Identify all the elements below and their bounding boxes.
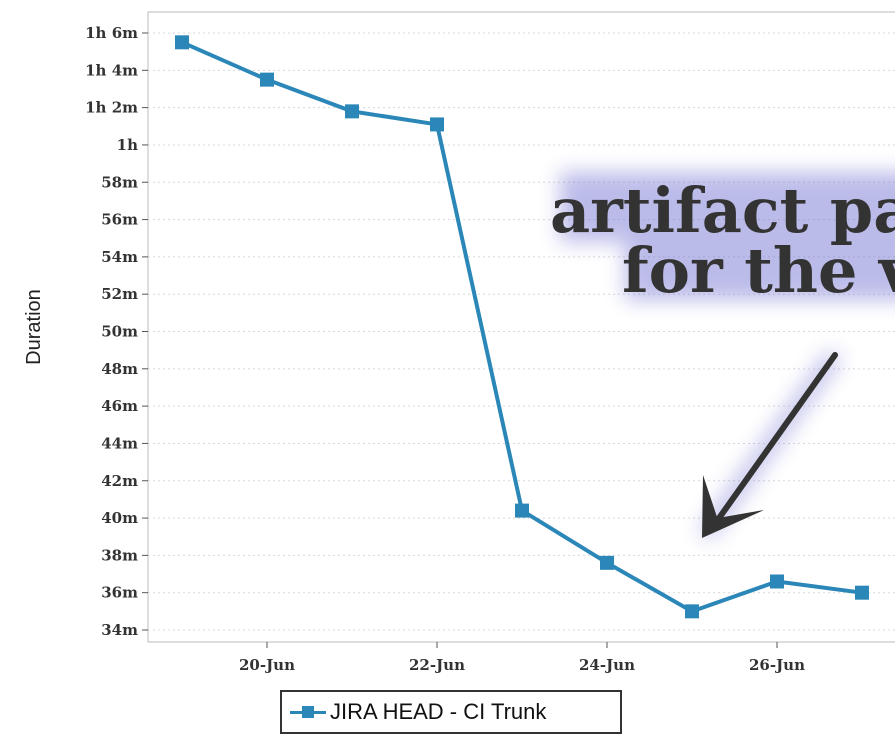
y-tick-label: 1h 6m: [85, 24, 138, 42]
y-tick-label: 46m: [101, 397, 138, 415]
x-tick-label: 20-Jun: [239, 656, 295, 674]
y-tick-label: 44m: [101, 434, 138, 452]
y-tick-label: 52m: [101, 285, 138, 303]
x-tick-label: 22-Jun: [409, 656, 465, 674]
y-axis-label: Duration: [23, 289, 45, 365]
y-tick-label: 38m: [101, 546, 138, 564]
y-tick-label: 1h 4m: [85, 61, 138, 79]
x-tick-label: 26-Jun: [749, 656, 805, 674]
data-point: [770, 574, 784, 589]
y-tick-label: 54m: [101, 248, 138, 266]
legend-swatch-icon: [290, 704, 326, 720]
y-tick-label: 42m: [101, 472, 138, 490]
y-tick-label: 56m: [101, 211, 138, 229]
y-tick-label: 50m: [101, 323, 138, 341]
data-point: [175, 35, 189, 50]
legend-label: JIRA HEAD - CI Trunk: [330, 699, 547, 724]
data-point: [515, 503, 529, 518]
y-tick-label: 36m: [101, 584, 138, 602]
y-tick-label: 34m: [101, 621, 138, 639]
y-tick-label: 40m: [101, 509, 138, 527]
y-tick-label: 58m: [101, 173, 138, 191]
y-tick-label: 1h 2m: [85, 99, 138, 117]
series-jira-head: [175, 35, 869, 619]
data-point: [345, 104, 359, 119]
data-point: [260, 72, 274, 87]
y-axis-ticks: 34m 36m 38m 40m 42m 44m 46m 48m 50m 52m 54m 56m 58m 1…: [85, 24, 148, 639]
data-point: [855, 585, 869, 600]
data-point: [600, 555, 614, 570]
grid-lines: [148, 32, 895, 631]
arrow-icon: [702, 352, 838, 538]
data-point: [685, 604, 699, 619]
y-tick-label: 1h: [117, 136, 138, 154]
annotation: artifact pa for the v: [550, 172, 895, 540]
plot-area: [147, 11, 895, 643]
y-tick-label: 48m: [101, 360, 138, 378]
annotation-line-2: for the v: [622, 234, 895, 307]
x-axis-ticks: 20-Jun 22-Jun 24-Jun 26-Jun: [239, 642, 805, 674]
legend: JIRA HEAD - CI Trunk: [280, 690, 622, 734]
annotation-line-1: artifact pa: [550, 174, 895, 247]
x-tick-label: 24-Jun: [579, 656, 635, 674]
data-point: [430, 117, 444, 132]
